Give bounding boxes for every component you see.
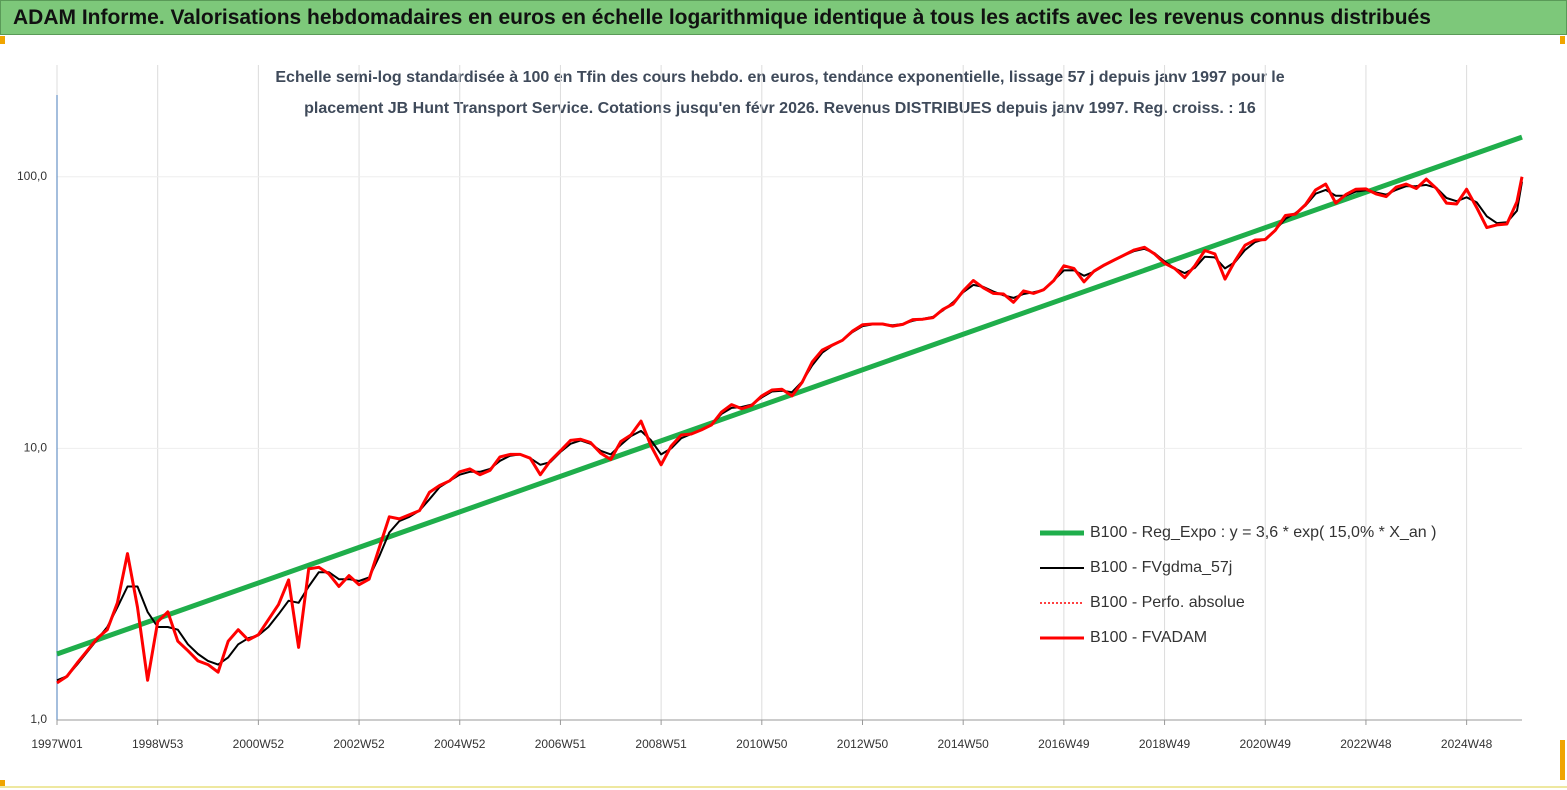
x-tick-label: 2022W48 [1340, 737, 1392, 751]
x-tick-label: 2016W49 [1038, 737, 1090, 751]
corner-mark [1560, 36, 1565, 44]
corner-mark [1560, 740, 1565, 780]
x-tick-label: 2000W52 [233, 737, 285, 751]
x-tick-label: 2006W51 [535, 737, 587, 751]
header: ADAM Informe. Valorisations hebdomadaire… [0, 0, 1567, 35]
x-tick-label: 2014W50 [937, 737, 989, 751]
subtitle: placement JB Hunt Transport Service. Cot… [304, 100, 1256, 117]
legend-label: B100 - Reg_Expo : y = 3,6 * exp( 15,0% *… [1090, 524, 1436, 541]
x-tick-label: 2010W50 [736, 737, 788, 751]
corner-mark [0, 36, 5, 44]
y-tick-label: 10,0 [24, 441, 48, 455]
x-tick-label: 2012W50 [837, 737, 889, 751]
x-tick-label: 2002W52 [333, 737, 385, 751]
corner-mark [0, 780, 5, 788]
x-tick-label: 1997W01 [31, 737, 83, 751]
x-tick-label: 2008W51 [635, 737, 687, 751]
y-tick-label: 1,0 [30, 712, 47, 726]
title: ADAM Informe. Valorisations hebdomadaire… [13, 6, 1431, 29]
x-tick-label: 1998W53 [132, 737, 184, 751]
x-tick-label: 2024W48 [1441, 737, 1493, 751]
legend-label: B100 - FVADAM [1090, 629, 1207, 646]
y-tick-label: 100,0 [17, 169, 47, 183]
subtitle: Echelle semi-log standardisée à 100 en T… [275, 69, 1284, 86]
legend-label: B100 - FVgdma_57j [1090, 559, 1232, 576]
x-tick-label: 2020W49 [1240, 737, 1292, 751]
x-tick-label: 2004W52 [434, 737, 486, 751]
series-line [56, 176, 1524, 685]
legend-label: B100 - Perfo. absolue [1090, 594, 1245, 611]
x-tick-label: 2018W49 [1139, 737, 1191, 751]
